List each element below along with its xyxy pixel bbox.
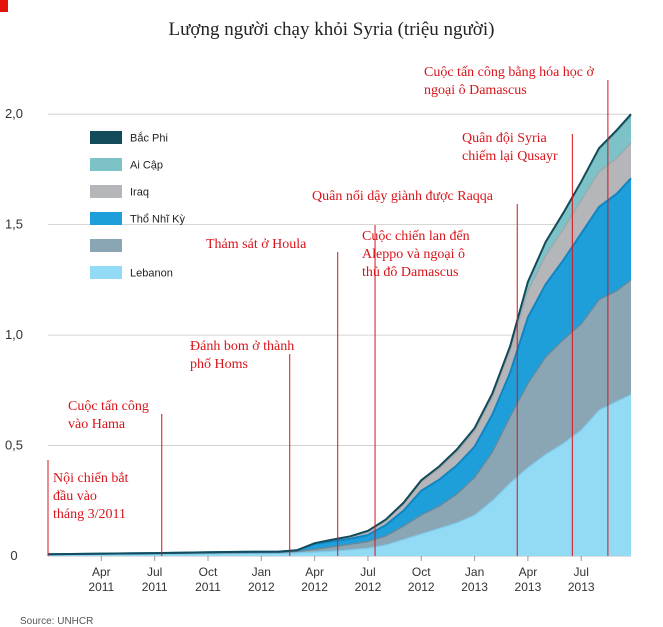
- x-tick-year: 2012: [248, 580, 275, 594]
- x-tick-label: Apr: [92, 565, 111, 579]
- annotation-text: Cuộc chiến lan đến: [362, 229, 470, 244]
- legend-label-lebanon: Lebanon: [130, 268, 173, 280]
- x-tick-label: Oct: [412, 565, 431, 579]
- x-tick-year: 2013: [461, 580, 488, 594]
- chart-title: Lượng người chạy khỏi Syria (triệu người…: [168, 19, 495, 40]
- annotation-text: Nội chiến bắt: [53, 471, 129, 486]
- annotation-text: phố Homs: [190, 357, 248, 372]
- x-tick-year: 2013: [515, 580, 542, 594]
- y-tick-label: 2,0: [5, 106, 23, 121]
- annotation-text: ngoại ô Damascus: [424, 83, 527, 98]
- legend-label-egypt: Ai Cập: [130, 160, 163, 172]
- annotation-text: chiếm lại Qusayr: [462, 149, 558, 164]
- y-tick-label: 0: [10, 548, 17, 563]
- annotation-text: Quân nổi dậy giành được Raqqa: [312, 189, 494, 204]
- annotation-lines: [47, 80, 609, 556]
- x-tick-year: 2011: [88, 580, 114, 594]
- annotation-text: Aleppo và ngoại ô: [362, 247, 465, 262]
- annotation-text: tháng 3/2011: [53, 507, 126, 522]
- stacked-areas: [47, 113, 632, 556]
- x-tick-label: Jan: [252, 565, 271, 579]
- area-iraq: [48, 142, 631, 555]
- legend: Bắc Phi Ai Cập Iraq Thổ Nhĩ Kỳ Lebanon: [90, 131, 186, 280]
- annotation-label: Cuộc chiến lan đến Aleppo và ngoại ô thủ đ…: [362, 229, 470, 280]
- legend-swatch-iraq: [90, 185, 122, 198]
- y-tick-label: 0,5: [5, 438, 23, 453]
- annotation-text: Thảm sát ở Houla: [206, 237, 307, 252]
- legend-label-turkey: Thổ Nhĩ Kỳ: [130, 214, 186, 226]
- x-tick-year: 2012: [355, 580, 382, 594]
- x-tick-label: Jul: [360, 565, 375, 579]
- x-tick-label: Apr: [519, 565, 538, 579]
- annotation-label: Cuộc tấn công vào Hama: [68, 399, 149, 432]
- annotation-text: Cuộc tấn công: [68, 399, 149, 414]
- area-turkey: [48, 178, 631, 555]
- x-tick-year: 2013: [568, 580, 595, 594]
- annotation-text: Quân đội Syria: [462, 131, 548, 146]
- x-tick-year: 2012: [301, 580, 328, 594]
- annotation-text: đầu vào: [53, 489, 97, 504]
- edge-jordan: [47, 279, 632, 556]
- annotation-label: Đánh bom ở thành phố Homs: [190, 339, 294, 372]
- brand-red-tag: [0, 0, 8, 12]
- legend-swatch-egypt: [90, 158, 122, 171]
- x-tick-year: 2011: [142, 580, 168, 594]
- area-lebanon: [48, 394, 631, 556]
- annotation-label: Nội chiến bắt đầu vào tháng 3/2011: [53, 471, 129, 522]
- annotation-text: Cuộc tấn công bằng hóa học ở: [424, 65, 595, 80]
- annotation-label: Thảm sát ở Houla: [206, 237, 307, 252]
- annotation-label: Cuộc tấn công bằng hóa học ở ngoại ô Dama…: [424, 65, 595, 98]
- annotation-label: Quân đội Syria chiếm lại Qusayr: [462, 131, 558, 164]
- x-tick-label: Jul: [574, 565, 589, 579]
- y-tick-label: 1,5: [5, 217, 23, 232]
- annotation-label: Quân nổi dậy giành được Raqqa: [312, 189, 494, 204]
- x-tick-label: Jan: [465, 565, 484, 579]
- annotations: Nội chiến bắt đầu vào tháng 3/2011 Cuộc tấn…: [53, 65, 595, 522]
- x-tick-year: 2012: [408, 580, 435, 594]
- annotation-text: Đánh bom ở thành: [190, 339, 294, 354]
- edge-lebanon: [47, 394, 632, 556]
- x-tick-label: Oct: [199, 565, 218, 579]
- legend-swatch-lebanon: [90, 266, 122, 279]
- x-tick-label: Apr: [305, 565, 324, 579]
- y-tick-label: 1,0: [5, 327, 23, 342]
- source-note: Source: UNHCR: [20, 616, 94, 627]
- edge-northafrica: [47, 113, 632, 556]
- axes: 00,51,01,52,0Apr2011Jul2011Oct2011Jan201…: [5, 106, 595, 594]
- annotation-text: thủ đô Damascus: [362, 265, 458, 280]
- area-jordan: [48, 279, 631, 555]
- x-tick-label: Jul: [147, 565, 162, 579]
- annotation-text: vào Hama: [68, 417, 126, 432]
- legend-label-northafrica: Bắc Phi: [130, 132, 168, 145]
- legend-swatch-turkey: [90, 212, 122, 225]
- x-tick-year: 2011: [195, 580, 221, 594]
- legend-swatch-jordan: [90, 239, 122, 252]
- legend-label-iraq: Iraq: [130, 187, 149, 199]
- legend-swatch-northafrica: [90, 131, 122, 144]
